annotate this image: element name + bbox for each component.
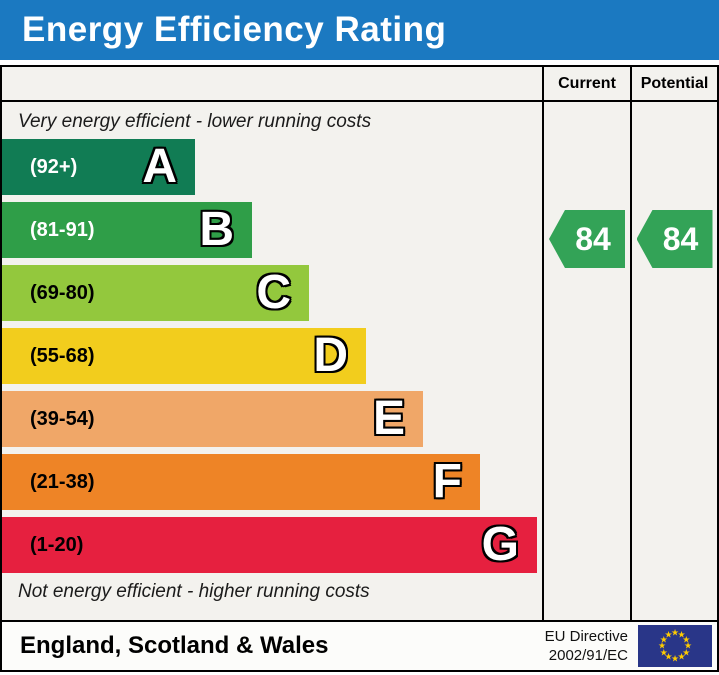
band-range: (81-91) <box>30 218 95 241</box>
band-letter: B <box>199 203 234 256</box>
band-letter: G <box>481 518 519 571</box>
band-range: (92+) <box>30 155 78 178</box>
band-row-g: (1-20) G <box>2 517 537 573</box>
potential-header-label: Potential <box>640 74 709 92</box>
potential-value-cell: 84 <box>630 102 717 620</box>
band-row-b: (81-91) B <box>2 202 252 258</box>
top-note: Very energy efficient - lower running co… <box>18 111 372 132</box>
current-value-cell: 84 <box>542 102 630 620</box>
band-letter: C <box>256 266 291 319</box>
current-header-label: Current <box>558 74 616 92</box>
potential-column-header: Potential <box>630 67 717 100</box>
eu-star: ★ <box>657 640 667 651</box>
eu-flag: ★ ★ ★ ★ ★ ★ ★ ★ ★ ★ ★ ★ <box>638 625 712 667</box>
band-range: (39-54) <box>30 407 95 430</box>
current-rating-arrow: 84 <box>549 210 625 268</box>
eu-star: ★ <box>664 629 673 640</box>
eu-star: ★ <box>664 651 673 662</box>
eu-star: ★ <box>670 653 680 664</box>
eu-star: ★ <box>677 651 686 662</box>
region-label: England, Scotland & Wales <box>20 632 329 659</box>
eu-star: ★ <box>659 634 668 644</box>
eu-star: ★ <box>683 640 693 651</box>
band-row-f: (21-38) F <box>2 454 480 510</box>
current-rating-value: 84 <box>575 220 611 257</box>
eu-star: ★ <box>682 647 691 657</box>
band-range: (21-38) <box>30 470 95 493</box>
eu-star: ★ <box>659 647 668 657</box>
rating-table: Current Potential Very energy efficient … <box>0 65 719 672</box>
band-letter: E <box>372 392 405 445</box>
bottom-note: Not energy efficient - higher running co… <box>18 581 370 602</box>
potential-rating-arrow: 84 <box>636 210 713 268</box>
eu-directive-line2: 2002/91/EC <box>548 647 628 664</box>
rating-bands: (92+) A (81-91) B (69-80) C (55-68) D <box>2 139 542 580</box>
band-letter: D <box>313 329 348 382</box>
eu-star: ★ <box>670 627 680 638</box>
eu-directive-line1: EU Directive <box>544 628 628 645</box>
band-letter: F <box>432 455 462 508</box>
eu-star: ★ <box>677 629 686 640</box>
header-spacer-cell <box>2 67 542 100</box>
band-range: (1-20) <box>30 533 84 556</box>
title-bar: Energy Efficiency Rating <box>0 0 719 60</box>
band-range: (55-68) <box>30 344 95 367</box>
band-row-a: (92+) A <box>2 139 195 195</box>
band-row-d: (55-68) D <box>2 328 366 384</box>
table-main-row: Very energy efficient - lower running co… <box>2 102 717 620</box>
eu-directive: EU Directive 2002/91/EC <box>545 627 638 665</box>
potential-rating-value: 84 <box>662 220 699 257</box>
band-row-c: (69-80) C <box>2 265 309 321</box>
table-footer-row: England, Scotland & Wales EU Directive 2… <box>2 620 717 670</box>
band-range: (69-80) <box>30 281 95 304</box>
current-column-header: Current <box>542 67 630 100</box>
table-header-row: Current Potential <box>2 67 717 102</box>
band-letter: A <box>142 140 177 193</box>
eu-star: ★ <box>682 634 691 644</box>
band-row-e: (39-54) E <box>2 391 423 447</box>
page-title: Energy Efficiency Rating <box>22 10 447 49</box>
rating-scale-cell: Very energy efficient - lower running co… <box>2 102 542 620</box>
